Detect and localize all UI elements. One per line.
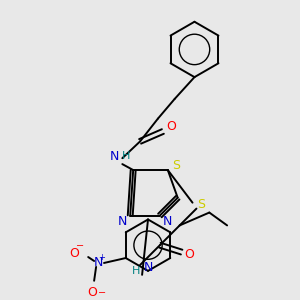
- Text: N: N: [93, 256, 103, 269]
- Text: S: S: [172, 159, 180, 172]
- Text: N: N: [118, 215, 127, 228]
- Text: N: N: [110, 150, 119, 163]
- Text: N: N: [163, 215, 172, 228]
- Text: S: S: [197, 198, 206, 211]
- Text: H: H: [122, 151, 130, 161]
- Text: O: O: [69, 247, 79, 260]
- Text: N: N: [143, 261, 153, 274]
- Text: O: O: [166, 120, 176, 133]
- Text: −: −: [98, 288, 106, 298]
- Text: +: +: [99, 253, 106, 262]
- Text: O: O: [87, 286, 97, 299]
- Text: −: −: [76, 241, 84, 251]
- Text: O: O: [184, 248, 194, 261]
- Text: H: H: [132, 266, 140, 276]
